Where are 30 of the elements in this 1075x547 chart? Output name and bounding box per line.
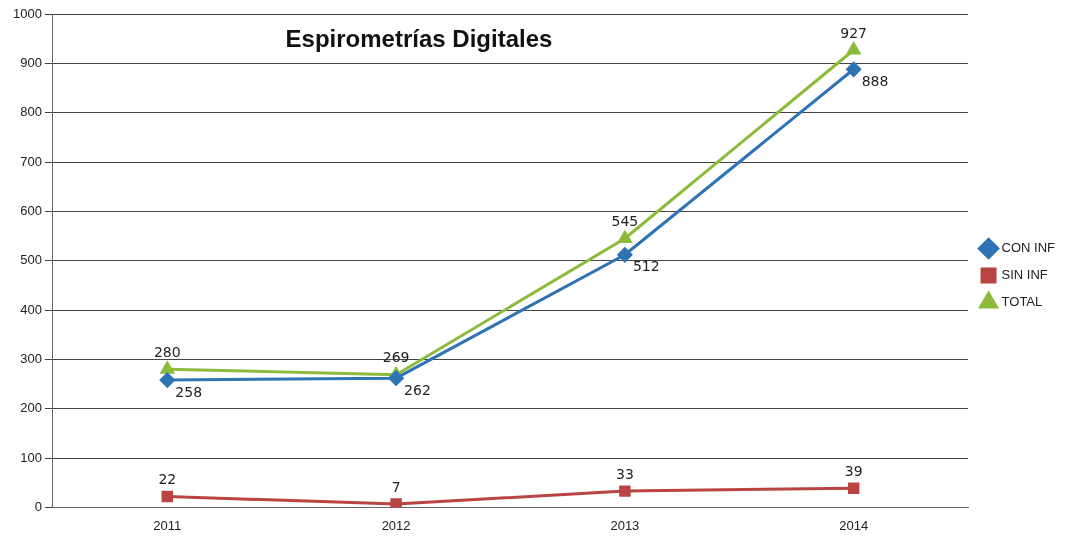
chart-title: Espirometrías Digitales xyxy=(285,24,553,52)
data-label: 258 xyxy=(175,383,203,400)
y-tick-label: 0 xyxy=(34,498,42,514)
y-tick-label: 500 xyxy=(20,252,42,268)
legend-label: CON INF xyxy=(1001,240,1056,256)
data-label: 39 xyxy=(844,462,863,479)
legend-label: SIN INF xyxy=(1001,267,1048,283)
y-tick-label: 400 xyxy=(20,301,42,317)
y-tick-label: 900 xyxy=(20,54,42,70)
data-label: 280 xyxy=(153,343,181,360)
y-tick-label: 1000 xyxy=(13,5,42,21)
y-tick-label: 800 xyxy=(20,104,42,120)
y-tick-label: 100 xyxy=(20,449,42,465)
x-tick-label: 2014 xyxy=(839,517,869,533)
data-label: 7 xyxy=(391,478,401,495)
legend-label: TOTAL xyxy=(1001,294,1043,310)
data-label: 22 xyxy=(158,471,177,488)
y-tick-label: 600 xyxy=(20,202,42,218)
y-tick-label: 200 xyxy=(20,400,42,416)
data-label: 888 xyxy=(861,72,889,89)
data-label: 545 xyxy=(611,213,639,230)
x-tick-label: 2012 xyxy=(381,517,411,533)
data-label: 512 xyxy=(632,258,660,275)
y-tick-label: 700 xyxy=(20,153,42,169)
data-label: 262 xyxy=(404,381,431,398)
y-tick-label: 300 xyxy=(20,350,42,366)
data-label: 33 xyxy=(615,465,634,482)
x-tick-label: 2013 xyxy=(610,517,640,533)
data-label: 927 xyxy=(840,24,868,41)
x-tick-label: 2011 xyxy=(153,517,182,533)
